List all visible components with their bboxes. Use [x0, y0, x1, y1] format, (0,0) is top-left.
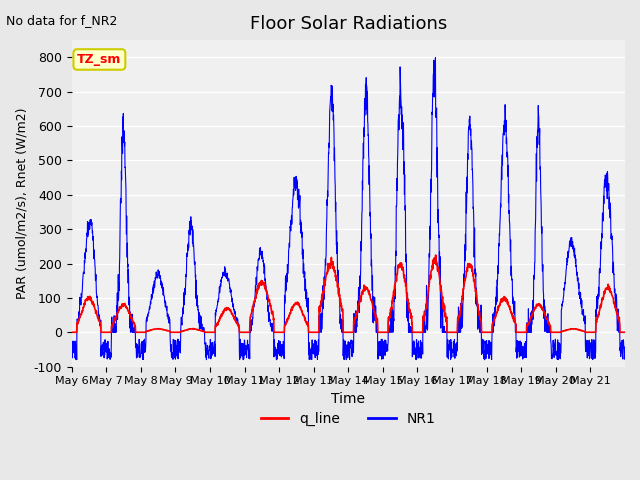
X-axis label: Time: Time: [332, 392, 365, 406]
NR1: [123, 233, 131, 239]
NR1: [481, 357, 488, 362]
Text: TZ_sm: TZ_sm: [77, 53, 122, 66]
q_line: [547, 323, 554, 328]
q_line: [123, 305, 131, 311]
Y-axis label: PAR (umol/m2/s), Rnet (W/m2): PAR (umol/m2/s), Rnet (W/m2): [15, 108, 28, 299]
NR1: [547, 329, 554, 335]
q_line: [68, 329, 76, 335]
Title: Floor Solar Radiations: Floor Solar Radiations: [250, 15, 447, 33]
q_line: [243, 329, 250, 335]
Line: NR1: NR1: [72, 58, 625, 360]
Line: q_line: q_line: [72, 255, 625, 332]
q_line: [381, 329, 389, 335]
NR1: [381, 338, 389, 344]
NR1: [68, 346, 76, 351]
NR1: [243, 346, 250, 352]
Text: No data for f_NR2: No data for f_NR2: [6, 14, 118, 27]
NR1: [431, 55, 439, 60]
NR1: [515, 344, 523, 350]
NR1: [621, 344, 629, 349]
q_line: [621, 329, 629, 335]
Legend: q_line, NR1: q_line, NR1: [255, 406, 442, 432]
q_line: [614, 312, 621, 317]
NR1: [614, 325, 621, 331]
q_line: [432, 252, 440, 258]
q_line: [515, 329, 523, 335]
